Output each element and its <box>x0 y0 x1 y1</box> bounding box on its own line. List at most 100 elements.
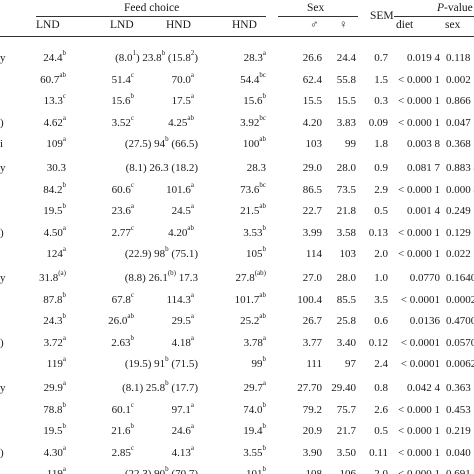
cell-lnd: 19.5b <box>43 422 66 437</box>
cell-female: 3.58 <box>336 226 356 239</box>
cell-pvalue-sex: 0.000 4 <box>446 183 474 196</box>
cell-hnd: 28.3 <box>246 162 266 174</box>
cell-male: 22.7 <box>302 205 322 217</box>
cell-pvalue-sex: 0.0062 <box>446 358 474 370</box>
col-fc-lnd: LND <box>110 19 134 31</box>
cell-pvalue-sex: 0.691 7 <box>446 468 474 474</box>
feed-choice-header: Feed choice <box>124 2 180 14</box>
cell-sem: 0.6 <box>374 315 388 327</box>
cell-hnd: 3.53b <box>243 223 266 239</box>
cell-male: 103 <box>305 138 323 150</box>
cell-hnd: 105b <box>246 245 266 260</box>
cell-hnd: 28.3a <box>243 49 266 64</box>
cell-lnd: 119a <box>46 465 66 474</box>
cell-fc-combined: (22.3) 90b (70.7) <box>124 465 198 474</box>
cell-female: 28.0 <box>336 272 356 284</box>
cell-pvalue-sex: 0.1640 <box>446 272 474 284</box>
cell-pvalue-sex: 0.453 1 <box>446 403 474 416</box>
cell-pvalue-sex: 0.118 1 <box>446 52 474 64</box>
cell-sem: 0.11 <box>369 446 388 459</box>
cell-fc-hnd: 4.25ab <box>168 113 194 129</box>
cell-lnd: 13.3c <box>43 92 66 107</box>
cell-sem: 0.9 <box>374 162 388 174</box>
cell-pvalue-diet: < 0.000 1 <box>398 248 440 260</box>
cell-hnd: 3.92bc <box>240 113 266 129</box>
cell-fc-combined: (22.9) 98b (75.1) <box>124 245 198 260</box>
cell-female: 75.7 <box>336 403 356 416</box>
cell-pvalue-diet: < 0.000 1 <box>398 73 440 86</box>
cell-hnd: 100ab <box>242 135 266 150</box>
cell-male: 15.5 <box>302 95 322 107</box>
cell-pvalue-diet: < 0.0001 <box>400 336 440 349</box>
cell-pvalue-diet: 0.001 4 <box>407 205 440 217</box>
cell-lnd: 4.50a <box>43 223 66 239</box>
cell-fc-hnd: 114.3a <box>166 290 194 306</box>
cell-fc-combined: (8.01) 23.8b (15.82) <box>115 49 198 64</box>
cell-pvalue-sex: 0.047 7 <box>446 116 474 129</box>
row-label-fragment: y <box>0 162 6 174</box>
cell-pvalue-sex: 0.0002 <box>446 293 474 306</box>
cell-fc-lnd: 23.6a <box>111 202 134 217</box>
cell-fc-lnd: 2.85c <box>111 443 134 459</box>
row-label-fragment: ) <box>0 336 4 349</box>
cell-fc-lnd: 15.6b <box>111 92 134 107</box>
row-label-fragment: y <box>0 52 6 64</box>
cell-sem: 2.0 <box>374 248 388 260</box>
cell-fc-hnd: 97.1a <box>171 400 194 416</box>
cell-pvalue-sex: 0.4700 <box>446 315 474 327</box>
cell-pvalue-diet: < 0.0001 <box>400 358 440 370</box>
sem-header: SEM <box>370 10 394 22</box>
header-rule-feed-choice <box>36 16 266 17</box>
cell-hnd: 27.8(ab) <box>235 269 266 284</box>
row-label-fragment: i <box>0 138 4 150</box>
col-diet: diet <box>396 19 414 31</box>
pvalue-header: P-value <box>437 2 473 14</box>
cell-female: 99 <box>345 138 356 150</box>
cell-female: 73.5 <box>336 183 356 196</box>
cell-male: 100.4 <box>297 293 322 306</box>
cell-pvalue-sex: 0.363 0 <box>446 382 474 394</box>
cell-fc-combined: (27.5) 94b (66.5) <box>124 135 198 150</box>
cell-sem: 2.0 <box>374 468 388 474</box>
cell-fc-combined: (19.5) 91b (71.5) <box>124 355 198 370</box>
row-label-fragment: ) <box>0 116 4 129</box>
cell-male: 3.90 <box>302 446 322 459</box>
cell-lnd: 31.8(a) <box>38 269 66 284</box>
cell-sem: 1.5 <box>374 73 388 86</box>
cell-lnd: 119a <box>46 355 66 370</box>
cell-pvalue-diet: < 0.0001 <box>400 293 440 306</box>
col-male: ♂ <box>310 19 319 31</box>
cell-lnd: 24.3b <box>43 312 66 327</box>
cell-female: 21.8 <box>336 205 356 217</box>
row-label-fragment: y <box>0 272 6 284</box>
cell-fc-lnd: 21.6b <box>111 422 134 437</box>
cell-hnd: 21.5ab <box>240 202 266 217</box>
cell-female: 21.7 <box>336 425 356 437</box>
cell-sem: 0.13 <box>368 226 388 239</box>
cell-pvalue-sex: 0.0570 <box>446 336 474 349</box>
row-label-fragment: ) <box>0 446 4 459</box>
cell-lnd: 29.9a <box>43 379 66 394</box>
cell-lnd: 124a <box>46 245 66 260</box>
cell-male: 111 <box>306 358 322 370</box>
header-rule-sex <box>278 16 358 17</box>
cell-pvalue-sex: 0.249 0 <box>446 205 474 217</box>
cell-female: 24.4 <box>336 52 356 64</box>
col-female: ♀ <box>339 19 348 31</box>
cell-male: 4.20 <box>302 116 322 129</box>
cell-female: 103 <box>339 248 357 260</box>
cell-fc-lnd: 60.1c <box>111 400 134 416</box>
cell-pvalue-diet: 0.0770 <box>409 272 440 284</box>
cell-male: 29.0 <box>302 162 322 174</box>
cell-female: 29.40 <box>331 382 356 394</box>
cell-fc-combined: (8.8) 26.1(b) 17.3 <box>124 269 198 284</box>
cell-fc-hnd: 29.5a <box>171 312 194 327</box>
cell-female: 25.8 <box>336 315 356 327</box>
cell-male: 114 <box>305 248 322 260</box>
cell-pvalue-sex: 0.129 1 <box>446 226 474 239</box>
cell-lnd: 109a <box>46 135 66 150</box>
cell-pvalue-diet: < 0.000 1 <box>398 446 440 459</box>
cell-fc-hnd: 17.5a <box>171 92 194 107</box>
cell-lnd: 30.3 <box>46 162 66 174</box>
